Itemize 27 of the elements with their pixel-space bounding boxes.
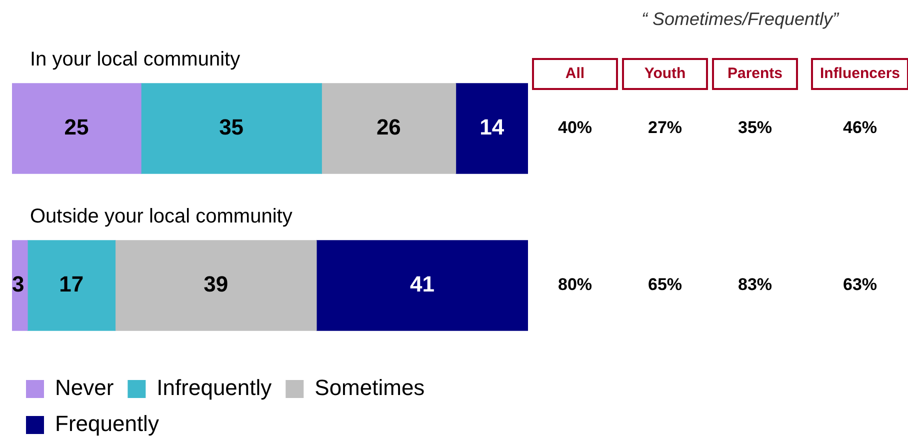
text: Youth: [644, 65, 686, 82]
data-label: 41: [410, 272, 434, 297]
data-label: 25: [64, 114, 89, 140]
y-tick-label: Outside your local community: [30, 206, 292, 228]
data-label: 26: [376, 114, 401, 140]
text: 80%: [558, 275, 592, 294]
data-label: 14: [480, 114, 505, 140]
text: 40%: [558, 118, 592, 138]
data-label: 35: [219, 114, 244, 140]
text: 35%: [738, 118, 772, 138]
y-tick-label: In your local community: [30, 48, 240, 70]
data-label: 39: [204, 272, 228, 297]
text: Influencers: [820, 65, 900, 82]
text: 63%: [842, 275, 878, 294]
text: Parents: [727, 65, 783, 82]
text: 83%: [738, 275, 772, 294]
legend-label: Sometimes: [314, 375, 425, 400]
text: “ Sometimes/Frequently”: [641, 9, 840, 29]
text: All: [565, 65, 585, 82]
text: 27%: [648, 118, 682, 138]
legend-label: Never: [55, 375, 114, 400]
text: 46%: [842, 118, 878, 138]
data-label: 3: [12, 272, 24, 297]
legend-label: Frequently: [55, 411, 159, 436]
text: 65%: [648, 275, 682, 294]
legend-label: Infrequently: [156, 375, 272, 400]
data-label: 17: [59, 272, 84, 297]
